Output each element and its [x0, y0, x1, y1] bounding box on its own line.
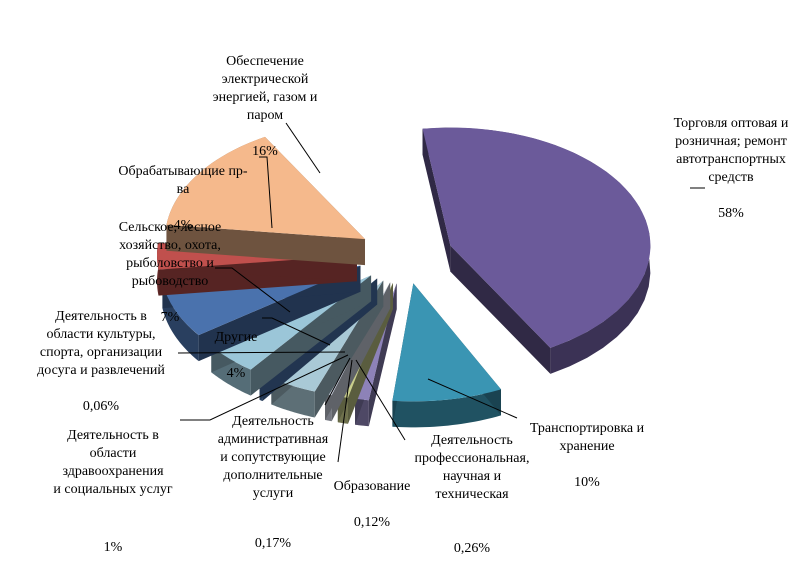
- leader-trans: [427, 378, 518, 419]
- label-manuf: Обрабатывающие пр- ва 4%: [104, 145, 262, 253]
- label-health: Деятельность в области здравоохранения и…: [34, 409, 192, 575]
- label-torg: Торговля оптовая и розничная; ремонт авт…: [656, 97, 806, 241]
- label-other-pct: 4%: [226, 366, 246, 381]
- label-other-name: Другие: [214, 330, 258, 345]
- label-obraz-name: Образование: [333, 479, 411, 494]
- slice-side-8: [162, 282, 199, 362]
- label-agri: Сельское, лесное хозяйство, охота, рыбол…: [106, 201, 234, 345]
- label-manuf-name: Обрабатывающие пр- ва: [118, 164, 248, 197]
- label-prof: Деятельность профессиональная, научная и…: [400, 414, 544, 576]
- leader-culture: [177, 351, 346, 354]
- label-trans-name: Транспортировка и хранение: [529, 421, 645, 454]
- pie-slices: [157, 127, 651, 428]
- leader-manuf: [259, 156, 273, 229]
- label-energy: Обеспечение электрической энергией, газо…: [200, 35, 330, 179]
- label-admin-pct: 0,17%: [254, 536, 292, 551]
- leader-health: [180, 354, 349, 421]
- label-admin-name: Деятельность административная и сопутств…: [217, 414, 329, 501]
- leader-obraz: [337, 359, 353, 463]
- label-culture: Деятельность в области культуры, спорта,…: [14, 290, 188, 434]
- label-prof-pct: 0,26%: [453, 541, 491, 556]
- label-other: Другие 4%: [206, 311, 266, 401]
- label-energy-name: Обеспечение электрической энергией, газо…: [212, 54, 318, 123]
- label-manuf-pct: 4%: [173, 218, 193, 233]
- leader-lines: [177, 122, 705, 463]
- slice-top-1: [392, 283, 502, 402]
- slice-top-0: [422, 127, 651, 348]
- leader-energy: [285, 122, 321, 174]
- label-torg-name: Торговля оптовая и розничная; ремонт авт…: [673, 116, 789, 185]
- label-trans: Транспортировка и хранение 10%: [512, 402, 662, 510]
- label-trans-pct: 10%: [574, 475, 600, 490]
- leader-agri: [215, 267, 291, 313]
- label-admin: Деятельность административная и сопутств…: [208, 395, 338, 571]
- leader-admin: [324, 357, 351, 406]
- label-agri-name: Сельское, лесное хозяйство, охота, рыбол…: [118, 220, 222, 289]
- label-prof-name: Деятельность профессиональная, научная и…: [414, 433, 530, 502]
- label-agri-pct: 7%: [160, 310, 180, 325]
- label-culture-name: Деятельность в области культуры, спорта,…: [37, 309, 165, 378]
- slice-edge-0-1: [450, 245, 551, 374]
- label-obraz-pct: 0,12%: [353, 515, 391, 530]
- slice-edge-0-0: [422, 128, 451, 272]
- slice-top-10: [166, 136, 365, 240]
- label-health-name: Деятельность в области здравоохранения и…: [53, 428, 173, 497]
- label-torg-pct: 58%: [718, 206, 744, 221]
- label-health-pct: 1%: [103, 540, 123, 555]
- leader-prof: [355, 359, 406, 441]
- label-obraz: Образование 0,12%: [322, 460, 422, 550]
- label-culture-pct: 0,06%: [82, 399, 120, 414]
- leader-other: [262, 317, 331, 346]
- pie-chart: [157, 122, 705, 463]
- slice-edge-10-0: [166, 224, 365, 266]
- label-energy-pct: 16%: [252, 144, 278, 159]
